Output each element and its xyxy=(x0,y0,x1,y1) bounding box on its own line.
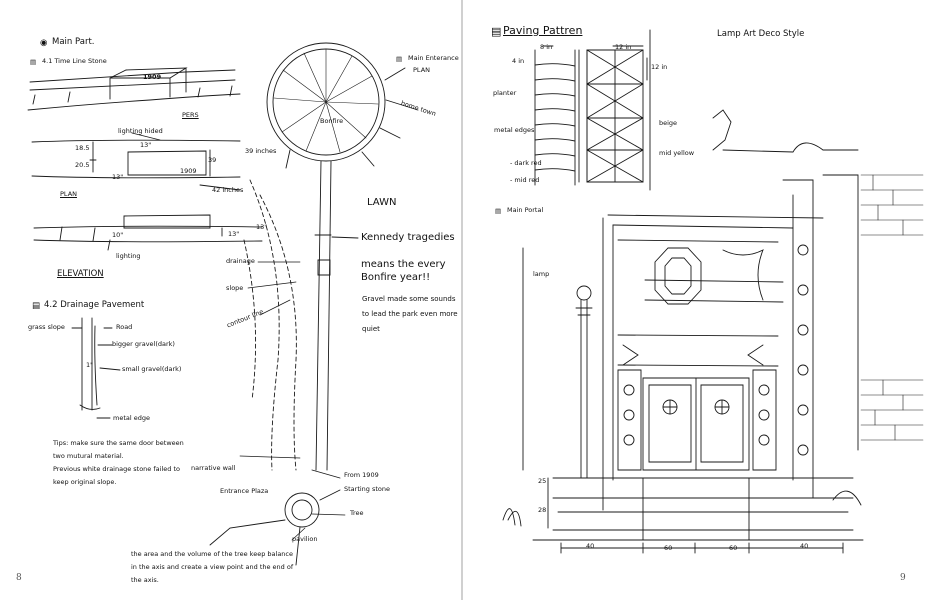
right-page: ▤ Paving Pattren Lamp Art Deco Style 8 in… xyxy=(463,0,927,600)
entrance-plaza xyxy=(209,469,341,566)
from-1909-label: From 1909 xyxy=(344,471,379,479)
pers-label: PERS xyxy=(182,111,199,119)
dim-4-in: 4 in xyxy=(512,57,525,65)
paving-pattern-title: ▤ Paving Pattren xyxy=(491,24,583,38)
left-page: ◉ Main Part. ▤ 4.1 Time Line Stone 1909 PE… xyxy=(0,0,463,600)
dim-60-a: 60 xyxy=(664,544,673,552)
drainage-label: drainage xyxy=(226,257,255,265)
means-line-1: means the every xyxy=(361,259,446,270)
dim-25: 25 xyxy=(538,477,547,485)
dim-28: 28 xyxy=(538,506,547,514)
leader-lines xyxy=(239,261,346,541)
grass-slope-label: grass slope xyxy=(28,323,65,331)
main-entrance-label: ▤ Main Enterance xyxy=(396,54,459,63)
dim-39: 39 xyxy=(208,156,217,164)
time-line-stone-perspective xyxy=(27,67,241,111)
time-line-stone-plan xyxy=(31,132,241,191)
document-icon: ▤ xyxy=(495,207,502,215)
means-line-2: Bonfire year!! xyxy=(361,272,431,283)
dim-1909: 1909 xyxy=(180,167,197,175)
dark-red-label: - dark red xyxy=(510,159,542,167)
book-gutter xyxy=(461,0,464,600)
dim-20-5: 20.5 xyxy=(75,161,90,169)
entrance-plaza-label: Entrance Plaza xyxy=(220,487,269,495)
main-portal-facade xyxy=(502,109,864,554)
lawn-label: LAWN xyxy=(367,197,397,208)
dim-60-b: 60 xyxy=(729,544,738,552)
main-part-heading: ◉ Main Part. xyxy=(40,37,95,48)
dim-18-5: 18.5 xyxy=(75,144,90,152)
lamp-art-deco-title: Lamp Art Deco Style xyxy=(717,29,805,39)
road-label: Road xyxy=(116,323,133,331)
elevation-label: ELEVATION xyxy=(57,269,104,279)
document-icon: ▤ xyxy=(30,58,37,66)
narrative-wall-label: narrative wall xyxy=(191,464,236,472)
page-number-left: 8 xyxy=(16,573,22,583)
mid-red-label: - mid red xyxy=(510,176,540,184)
metal-edge-label: metal edge xyxy=(113,414,150,422)
central-axis xyxy=(314,160,359,471)
dim-12-in-b: 12 in xyxy=(651,63,668,71)
plan-label: PLAN xyxy=(60,190,77,198)
bonfire-label: Bonfire xyxy=(320,117,344,125)
beige-label: beige xyxy=(659,119,678,127)
paving-pattern xyxy=(534,29,651,191)
bonfire-plan-circle xyxy=(266,42,419,169)
dim-8-in: 8 in xyxy=(540,43,553,51)
drainage-pavement-section xyxy=(71,317,121,419)
lighting-label: lighting xyxy=(116,252,141,260)
tips-text: Tips: make sure the same door between tw… xyxy=(53,439,184,486)
section-41-title: ▤ 4.1 Time Line Stone xyxy=(30,57,107,66)
bullet-icon: ◉ xyxy=(40,38,48,48)
dim-40-a: 40 xyxy=(586,542,595,550)
dim-12-in-a: 12 in xyxy=(615,43,632,51)
dim-13a: 13" xyxy=(140,141,152,149)
stone-year-label: 1909 xyxy=(143,73,162,81)
bottom-note: the area and the volume of the tree keep… xyxy=(131,550,294,584)
small-gravel-label: small gravel(dark) xyxy=(122,365,182,373)
mid-yellow-label: mid yellow xyxy=(659,149,695,157)
dim-40-b: 40 xyxy=(800,542,809,550)
right-sketch-drawing xyxy=(502,29,924,554)
document-icon: ▤ xyxy=(491,25,502,38)
slope-label: slope xyxy=(226,284,244,292)
one-inch-label: 1" xyxy=(86,361,94,369)
dim-13d: 13" xyxy=(256,223,268,231)
dim-13c: 13" xyxy=(228,230,240,238)
metal-edges-label: metal edges xyxy=(494,126,535,134)
dim-13b: 13" xyxy=(112,173,124,181)
tree-label: Tree xyxy=(350,509,364,517)
lamp-label: lamp xyxy=(533,270,550,278)
contour-lines xyxy=(243,179,297,471)
dim-10: 10" xyxy=(112,231,124,239)
gravel-note: Gravel made some sounds to lead the park… xyxy=(362,295,458,333)
planter-label: planter xyxy=(493,89,517,97)
main-entrance-plan-label: PLAN xyxy=(413,66,430,74)
lighting-hided-label: lighting hided xyxy=(118,127,163,135)
dim-42-inches: 42 inches xyxy=(212,186,244,194)
main-portal-title: ▤ Main Portal xyxy=(495,206,544,215)
time-line-stone-elevation xyxy=(33,214,263,251)
brick-wall xyxy=(860,174,924,441)
left-sketch-drawing xyxy=(27,42,419,566)
starting-stone-label: Starting stone xyxy=(344,485,391,493)
dim-39-inches: 39 inches xyxy=(245,147,277,155)
bigger-gravel-label: bigger gravel(dark) xyxy=(112,340,175,348)
section-42-title: ▤ 4.2 Drainage Pavement xyxy=(32,300,145,311)
document-icon: ▤ xyxy=(32,301,41,311)
kennedy-label: Kennedy tragedies xyxy=(361,232,455,243)
pavilion-label: pavilion xyxy=(292,535,318,543)
page-number-right: 9 xyxy=(900,573,906,583)
document-icon: ▤ xyxy=(396,55,403,63)
